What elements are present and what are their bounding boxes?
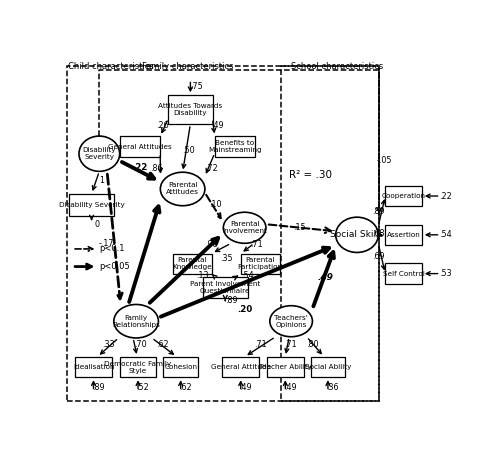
Text: 1: 1 bbox=[99, 176, 104, 185]
FancyBboxPatch shape bbox=[163, 357, 198, 377]
FancyBboxPatch shape bbox=[168, 95, 212, 124]
FancyBboxPatch shape bbox=[310, 357, 346, 377]
Text: .54: .54 bbox=[439, 230, 452, 240]
Text: Parental
Attitudes: Parental Attitudes bbox=[166, 182, 199, 196]
Text: .13: .13 bbox=[196, 271, 208, 280]
FancyBboxPatch shape bbox=[241, 254, 280, 274]
FancyBboxPatch shape bbox=[70, 194, 114, 216]
Text: Social Skills: Social Skills bbox=[330, 230, 384, 240]
Text: School characteristics: School characteristics bbox=[291, 62, 384, 71]
FancyBboxPatch shape bbox=[385, 186, 422, 206]
Text: Family characteristics: Family characteristics bbox=[142, 62, 234, 71]
Text: .36: .36 bbox=[326, 383, 339, 392]
Text: Parent Involvement
Questionnaire: Parent Involvement Questionnaire bbox=[190, 281, 260, 294]
Text: .70: .70 bbox=[134, 340, 146, 349]
Text: .68: .68 bbox=[372, 229, 384, 238]
Text: .69: .69 bbox=[372, 252, 384, 261]
Ellipse shape bbox=[224, 212, 266, 243]
Text: .22: .22 bbox=[439, 191, 452, 201]
Text: Disability Severity: Disability Severity bbox=[58, 202, 124, 208]
Text: R² = .30: R² = .30 bbox=[289, 170, 332, 180]
Text: Idealisation: Idealisation bbox=[73, 364, 114, 370]
Text: .50: .50 bbox=[182, 146, 195, 155]
Text: .71: .71 bbox=[284, 340, 296, 349]
Ellipse shape bbox=[160, 172, 205, 206]
Text: .20: .20 bbox=[237, 305, 252, 314]
Text: Child characteristics: Child characteristics bbox=[68, 62, 154, 71]
Text: Democratic Family
Style: Democratic Family Style bbox=[104, 360, 172, 374]
Text: .26: .26 bbox=[156, 121, 169, 130]
Text: Teachers'
Opinions: Teachers' Opinions bbox=[274, 315, 308, 328]
Ellipse shape bbox=[114, 305, 158, 338]
Text: .86: .86 bbox=[150, 164, 163, 174]
Text: .71: .71 bbox=[254, 340, 266, 349]
Ellipse shape bbox=[270, 305, 312, 337]
Text: .49: .49 bbox=[318, 273, 334, 282]
Text: -.05: -.05 bbox=[376, 156, 392, 165]
Bar bbox=[67, 65, 379, 401]
Text: .10: .10 bbox=[210, 200, 222, 209]
Text: .89: .89 bbox=[92, 383, 104, 392]
Text: Parental
Participation: Parental Participation bbox=[238, 257, 282, 270]
Text: p<0.1: p<0.1 bbox=[100, 245, 125, 253]
FancyBboxPatch shape bbox=[385, 224, 422, 245]
Text: .75: .75 bbox=[190, 82, 202, 91]
Text: .53: .53 bbox=[439, 269, 452, 278]
Text: .62: .62 bbox=[179, 383, 192, 392]
FancyBboxPatch shape bbox=[173, 254, 212, 274]
Text: .72: .72 bbox=[206, 164, 218, 174]
Text: Cooperation: Cooperation bbox=[382, 193, 426, 199]
Text: p<0.05: p<0.05 bbox=[100, 262, 130, 271]
Text: .80: .80 bbox=[306, 340, 318, 349]
Bar bbox=[282, 65, 379, 401]
Text: .62: .62 bbox=[156, 340, 169, 349]
Text: 0: 0 bbox=[94, 220, 99, 229]
Text: -.17: -.17 bbox=[98, 239, 114, 248]
Text: .54: .54 bbox=[242, 271, 254, 280]
Text: Assertion: Assertion bbox=[386, 232, 420, 238]
Text: General Attitude: General Attitude bbox=[211, 364, 271, 370]
Text: Attitudes Towards
Disability: Attitudes Towards Disability bbox=[158, 103, 222, 116]
Text: .71: .71 bbox=[250, 240, 262, 249]
Ellipse shape bbox=[336, 217, 378, 252]
FancyBboxPatch shape bbox=[385, 263, 422, 284]
Text: .89: .89 bbox=[372, 207, 384, 216]
Text: .89: .89 bbox=[225, 295, 237, 305]
Text: Self Control: Self Control bbox=[382, 271, 424, 277]
FancyBboxPatch shape bbox=[75, 357, 112, 377]
FancyBboxPatch shape bbox=[203, 278, 248, 298]
Text: Family
Relationships: Family Relationships bbox=[112, 315, 160, 328]
FancyBboxPatch shape bbox=[120, 357, 156, 377]
Text: .49: .49 bbox=[239, 383, 252, 392]
Text: Benefits to
Mainstreaming: Benefits to Mainstreaming bbox=[208, 140, 262, 153]
Text: .49: .49 bbox=[284, 383, 296, 392]
Text: .35: .35 bbox=[220, 254, 232, 263]
FancyBboxPatch shape bbox=[222, 357, 259, 377]
Text: .49: .49 bbox=[211, 121, 224, 130]
FancyBboxPatch shape bbox=[267, 357, 304, 377]
Text: Disability
Severity: Disability Severity bbox=[82, 147, 116, 160]
Text: .52: .52 bbox=[136, 383, 149, 392]
Text: Parental
Knowledge: Parental Knowledge bbox=[172, 257, 212, 270]
Text: General Attitudes: General Attitudes bbox=[108, 144, 172, 150]
Text: Parental
Involvement: Parental Involvement bbox=[222, 221, 267, 234]
FancyBboxPatch shape bbox=[214, 136, 256, 157]
Text: Teacher Ability: Teacher Ability bbox=[259, 364, 312, 370]
Text: Social Ability: Social Ability bbox=[305, 364, 351, 370]
Text: .33: .33 bbox=[102, 340, 115, 349]
Text: Cohesion: Cohesion bbox=[164, 364, 197, 370]
Ellipse shape bbox=[79, 136, 120, 171]
Text: .98: .98 bbox=[206, 240, 218, 249]
Text: .22: .22 bbox=[132, 164, 148, 172]
Text: .15: .15 bbox=[294, 223, 306, 232]
FancyBboxPatch shape bbox=[120, 136, 160, 157]
